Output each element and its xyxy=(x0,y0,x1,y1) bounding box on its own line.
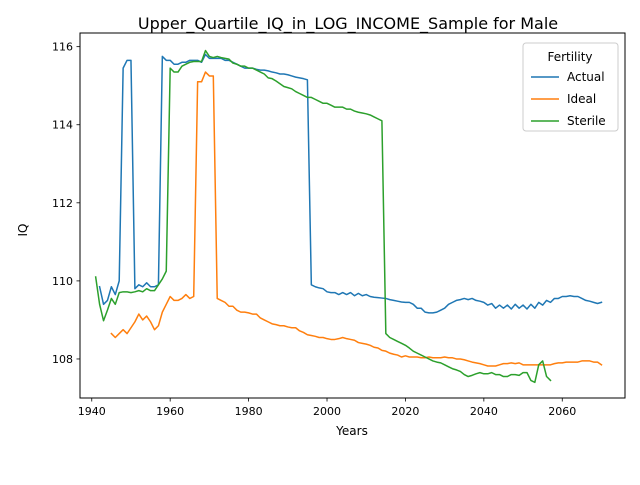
x-tick-label: 2020 xyxy=(391,405,419,418)
y-tick-label: 110 xyxy=(52,275,73,288)
y-tick-label: 114 xyxy=(52,119,73,132)
x-tick-label: 1940 xyxy=(78,405,106,418)
y-tick-label: 112 xyxy=(52,197,73,210)
x-tick-label: 2000 xyxy=(313,405,341,418)
legend: Fertility Actual Ideal Sterile xyxy=(523,43,618,131)
y-tick-label: 108 xyxy=(52,353,73,366)
legend-title: Fertility xyxy=(547,50,592,64)
x-axis-label: Years xyxy=(335,424,368,438)
legend-label-sterile: Sterile xyxy=(567,114,606,128)
x-tick-label: 1960 xyxy=(156,405,184,418)
legend-label-ideal: Ideal xyxy=(567,92,596,106)
y-tick-label: 116 xyxy=(52,41,73,54)
x-tick-label: 1980 xyxy=(235,405,263,418)
legend-label-actual: Actual xyxy=(567,70,605,84)
y-axis-label: IQ xyxy=(16,224,30,237)
x-tick-label: 2040 xyxy=(470,405,498,418)
x-tick-label: 2060 xyxy=(548,405,576,418)
chart-title: Upper_Quartile_IQ_in_LOG_INCOME_Sample f… xyxy=(138,14,558,34)
